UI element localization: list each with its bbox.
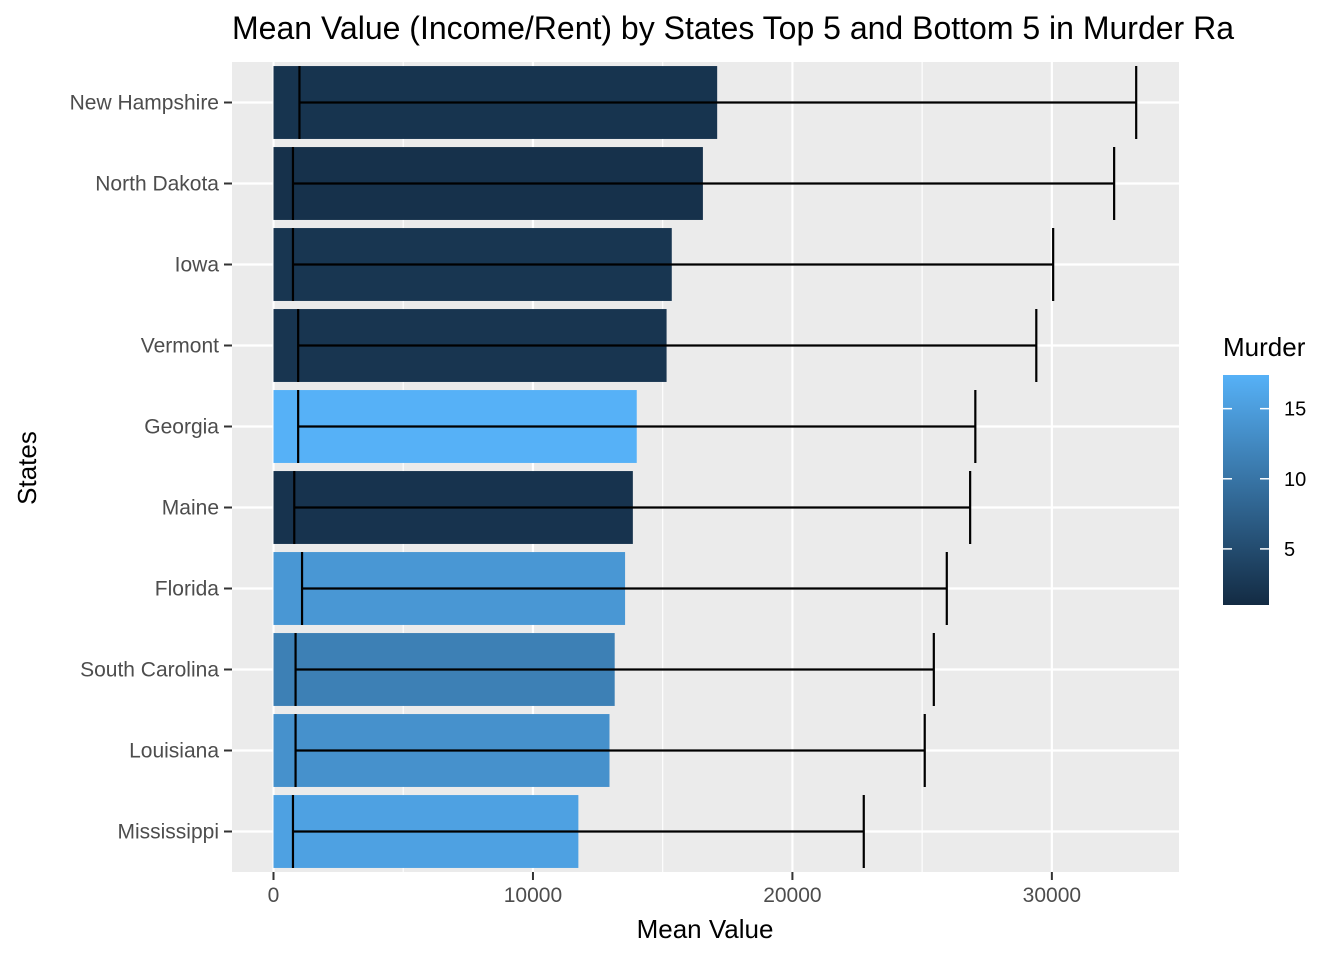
y-axis: New Hampshire North Dakota Iowa Vermont Geor… [70, 92, 232, 844]
error-bar [298, 66, 1138, 139]
error-bar [291, 228, 1055, 301]
error-bar [297, 390, 977, 463]
y-tick-label: New Hampshire [70, 92, 219, 115]
error-bar [294, 633, 935, 706]
chart-title: Mean Value (Income/Rent) by States Top 5… [232, 10, 1234, 46]
y-tick-label: Maine [162, 497, 219, 520]
y-axis-title: States [12, 431, 42, 505]
x-tick-label: 10000 [504, 884, 562, 907]
error-bar [297, 309, 1038, 382]
x-tick-label: 0 [268, 884, 280, 907]
error-bar [291, 795, 865, 868]
legend: Murder 5 10 15 [1223, 332, 1306, 605]
y-tick-label: South Carolina [80, 659, 219, 682]
y-tick-label: Louisiana [129, 740, 219, 763]
x-tick-label: 30000 [1023, 884, 1081, 907]
legend-tick-label: 10 [1284, 469, 1306, 491]
y-tick-label: Iowa [175, 254, 220, 277]
error-bar [291, 147, 1116, 220]
legend-tick-label: 5 [1284, 539, 1295, 561]
legend-ticks: 5 10 15 [1223, 399, 1306, 561]
y-tick-label: Mississippi [117, 821, 219, 844]
x-axis: 0 10000 20000 30000 [268, 872, 1081, 907]
error-bar [294, 714, 926, 787]
y-tick-label: Vermont [141, 335, 219, 358]
error-bar [300, 552, 948, 625]
legend-tick-label: 15 [1284, 399, 1306, 421]
errorbars-layer [291, 66, 1138, 868]
y-tick-label: Georgia [144, 416, 219, 439]
legend-title: Murder [1223, 332, 1306, 362]
error-bar [293, 471, 972, 544]
legend-colorbar [1223, 375, 1269, 605]
x-axis-title: Mean Value [637, 914, 774, 944]
y-tick-label: Florida [155, 578, 220, 601]
x-tick-label: 20000 [763, 884, 821, 907]
y-tick-label: North Dakota [95, 173, 219, 196]
